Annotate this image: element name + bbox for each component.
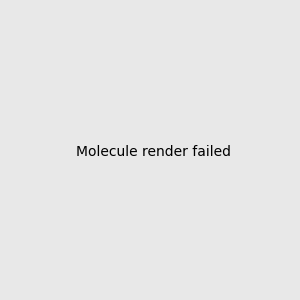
Text: Molecule render failed: Molecule render failed [76, 145, 231, 158]
